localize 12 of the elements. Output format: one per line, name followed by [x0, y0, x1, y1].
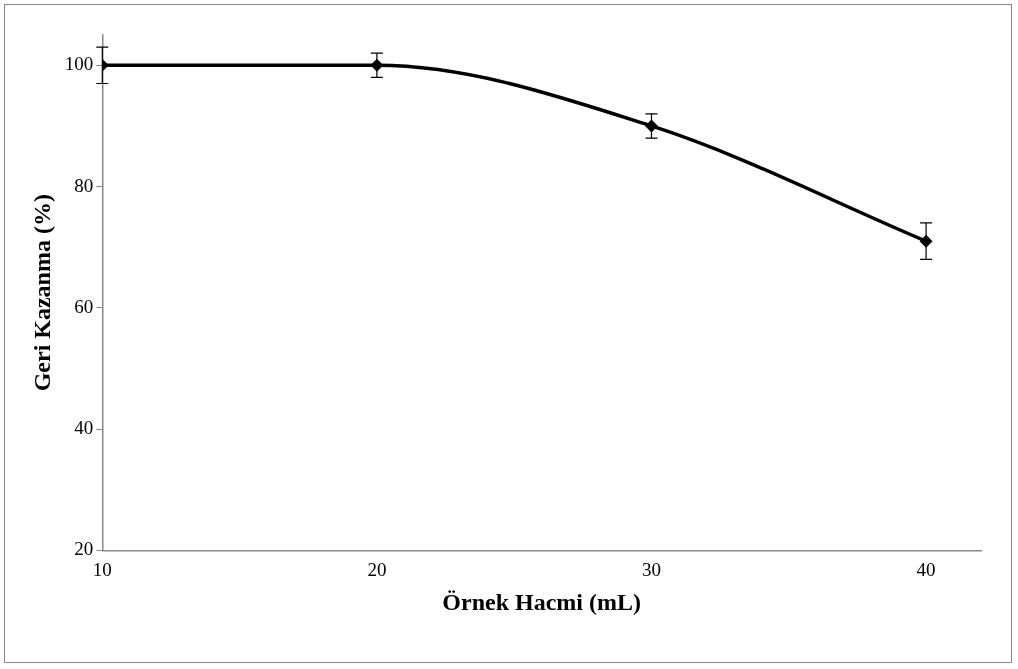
x-tick-label: 20 — [367, 558, 387, 580]
x-axis-title: Örnek Hacmi (mL) — [442, 588, 641, 615]
y-tick-label: 20 — [74, 538, 94, 560]
x-tick-label: 10 — [92, 558, 112, 580]
x-tick-label: 30 — [641, 558, 661, 580]
point — [645, 120, 658, 132]
y-tick-label: 40 — [74, 417, 94, 439]
y-axis-title: Geri Kazanma (%) — [28, 194, 55, 392]
y-tick-label: 60 — [74, 295, 94, 317]
x-tick-label: 40 — [916, 558, 936, 580]
y-tick-label: 100 — [64, 53, 94, 75]
y-tick-label: 80 — [74, 174, 94, 196]
